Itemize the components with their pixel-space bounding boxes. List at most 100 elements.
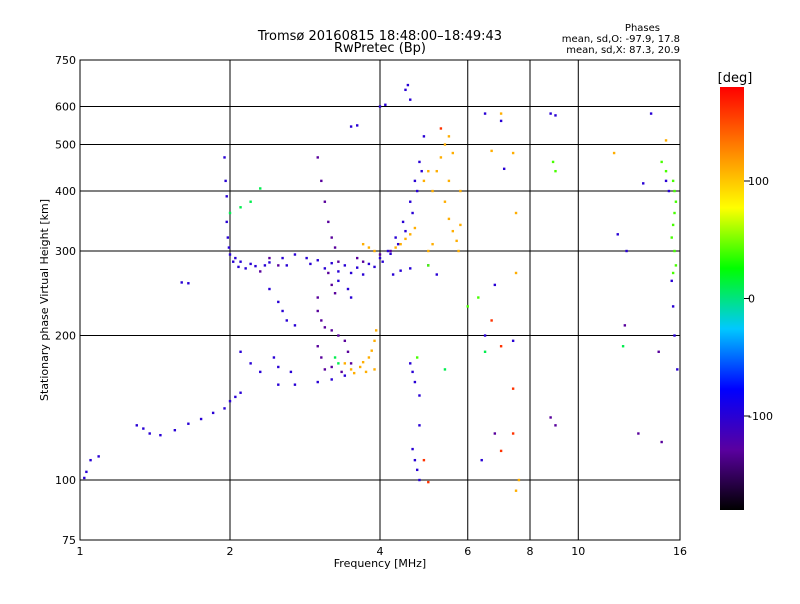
colorbar-tick-label: -100 bbox=[748, 410, 773, 423]
data-point bbox=[483, 350, 487, 353]
data-point bbox=[268, 256, 271, 260]
data-point bbox=[554, 424, 557, 427]
data-point bbox=[422, 135, 426, 138]
data-point bbox=[239, 260, 242, 263]
data-point bbox=[435, 169, 438, 173]
colorbar-ticks: 100 0 -100 bbox=[744, 175, 773, 423]
data-point bbox=[343, 362, 347, 365]
data-point bbox=[549, 112, 552, 115]
data-point bbox=[443, 368, 447, 371]
data-point bbox=[431, 189, 434, 193]
data-point bbox=[673, 211, 676, 215]
data-point bbox=[337, 260, 340, 263]
data-point bbox=[224, 179, 227, 183]
data-point bbox=[415, 356, 419, 359]
data-point bbox=[249, 262, 252, 266]
data-point bbox=[367, 356, 371, 359]
data-point bbox=[490, 149, 493, 153]
data-point bbox=[370, 349, 373, 352]
data-point bbox=[443, 200, 447, 203]
data-point bbox=[427, 249, 430, 253]
data-point bbox=[447, 135, 451, 138]
data-point bbox=[499, 449, 503, 453]
data-point bbox=[187, 282, 190, 285]
data-point bbox=[676, 368, 679, 371]
x-axis-ticks: 1 2 4 6 8 10 16 bbox=[77, 545, 688, 558]
data-point bbox=[674, 200, 678, 203]
data-point bbox=[254, 264, 257, 268]
data-point bbox=[349, 368, 353, 371]
data-point bbox=[316, 259, 319, 262]
data-point bbox=[249, 362, 252, 365]
data-point bbox=[223, 407, 226, 410]
data-point bbox=[671, 271, 675, 275]
data-point bbox=[346, 350, 350, 353]
data-point bbox=[259, 370, 262, 374]
data-point bbox=[427, 169, 430, 173]
data-point bbox=[364, 370, 368, 374]
x-tick-label: 8 bbox=[527, 545, 534, 558]
colorbar-tick-label: 0 bbox=[748, 293, 755, 306]
data-point bbox=[621, 345, 625, 348]
data-point bbox=[343, 264, 347, 267]
data-point bbox=[259, 187, 262, 190]
data-point bbox=[554, 114, 557, 117]
data-point bbox=[249, 200, 252, 203]
data-point bbox=[493, 283, 497, 287]
data-point bbox=[517, 478, 521, 482]
data-point bbox=[330, 283, 333, 287]
data-point bbox=[649, 112, 653, 115]
data-point bbox=[514, 271, 518, 275]
data-point bbox=[493, 432, 497, 435]
data-point bbox=[330, 378, 333, 381]
data-point bbox=[333, 246, 337, 249]
data-point bbox=[142, 427, 145, 430]
data-point bbox=[642, 182, 645, 185]
data-point bbox=[285, 319, 288, 322]
data-point bbox=[549, 416, 552, 419]
data-point bbox=[409, 200, 412, 203]
data-point bbox=[228, 399, 232, 403]
data-point bbox=[404, 88, 407, 92]
data-point bbox=[239, 350, 242, 353]
data-point bbox=[361, 260, 365, 263]
data-point bbox=[293, 253, 297, 256]
data-point bbox=[361, 273, 365, 276]
data-point bbox=[455, 239, 458, 243]
data-point bbox=[337, 362, 340, 365]
data-point bbox=[330, 329, 333, 332]
data-point bbox=[389, 252, 392, 256]
data-point bbox=[268, 261, 271, 264]
data-point bbox=[451, 229, 455, 233]
data-point bbox=[671, 305, 675, 308]
data-point bbox=[358, 365, 362, 369]
data-point bbox=[349, 362, 353, 365]
data-point bbox=[349, 125, 353, 128]
data-point bbox=[404, 237, 407, 241]
data-point bbox=[409, 233, 412, 236]
data-point bbox=[378, 105, 382, 108]
data-point bbox=[367, 262, 371, 266]
data-point bbox=[337, 334, 340, 337]
x-tick-label: 1 bbox=[77, 545, 84, 558]
data-point bbox=[435, 273, 438, 276]
data-point bbox=[660, 160, 663, 164]
data-point bbox=[340, 370, 343, 374]
data-point bbox=[211, 411, 215, 415]
data-point bbox=[263, 264, 267, 267]
data-point bbox=[670, 279, 673, 283]
data-point bbox=[327, 220, 330, 224]
data-point bbox=[259, 270, 262, 273]
data-point bbox=[439, 156, 443, 159]
data-point bbox=[225, 220, 228, 224]
y-tick-label: 100 bbox=[55, 474, 76, 487]
data-points bbox=[83, 83, 679, 492]
data-point bbox=[443, 143, 447, 146]
grid-lines bbox=[80, 60, 680, 540]
data-point bbox=[394, 236, 397, 239]
y-tick-label: 200 bbox=[55, 330, 76, 343]
data-point bbox=[320, 356, 323, 359]
data-point bbox=[337, 279, 340, 283]
data-point bbox=[514, 489, 518, 492]
data-point bbox=[367, 246, 371, 249]
